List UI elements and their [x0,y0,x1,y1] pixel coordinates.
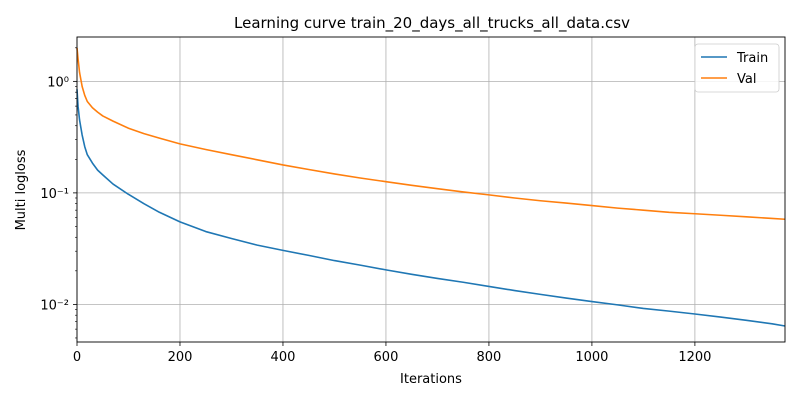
chart-title: Learning curve train_20_days_all_trucks_… [234,14,630,33]
legend-box [694,43,780,93]
x-tick-label: 600 [374,350,399,365]
y-tick-label: 10⁰ [47,75,69,90]
y-tick-label: 10⁻² [40,298,69,313]
y-axis-label: Multi logloss [14,149,29,230]
x-tick-label: 800 [477,350,502,365]
plot-area [77,37,785,342]
x-axis-label: Iterations [400,372,462,387]
legend-label-train: Train [736,51,768,66]
axes-frame [76,36,786,343]
y-tick-label: 10⁻¹ [40,187,69,202]
x-tick-label: 0 [73,350,81,365]
legend: Train Val [694,43,780,93]
x-tick-label: 1000 [575,350,608,365]
x-tick-label: 400 [271,350,296,365]
legend-label-val: Val [737,72,756,87]
x-tick-label: 200 [168,350,193,365]
series-line-val [76,47,786,221]
x-tick-label: 1200 [678,350,711,365]
series-line-train [76,89,786,327]
